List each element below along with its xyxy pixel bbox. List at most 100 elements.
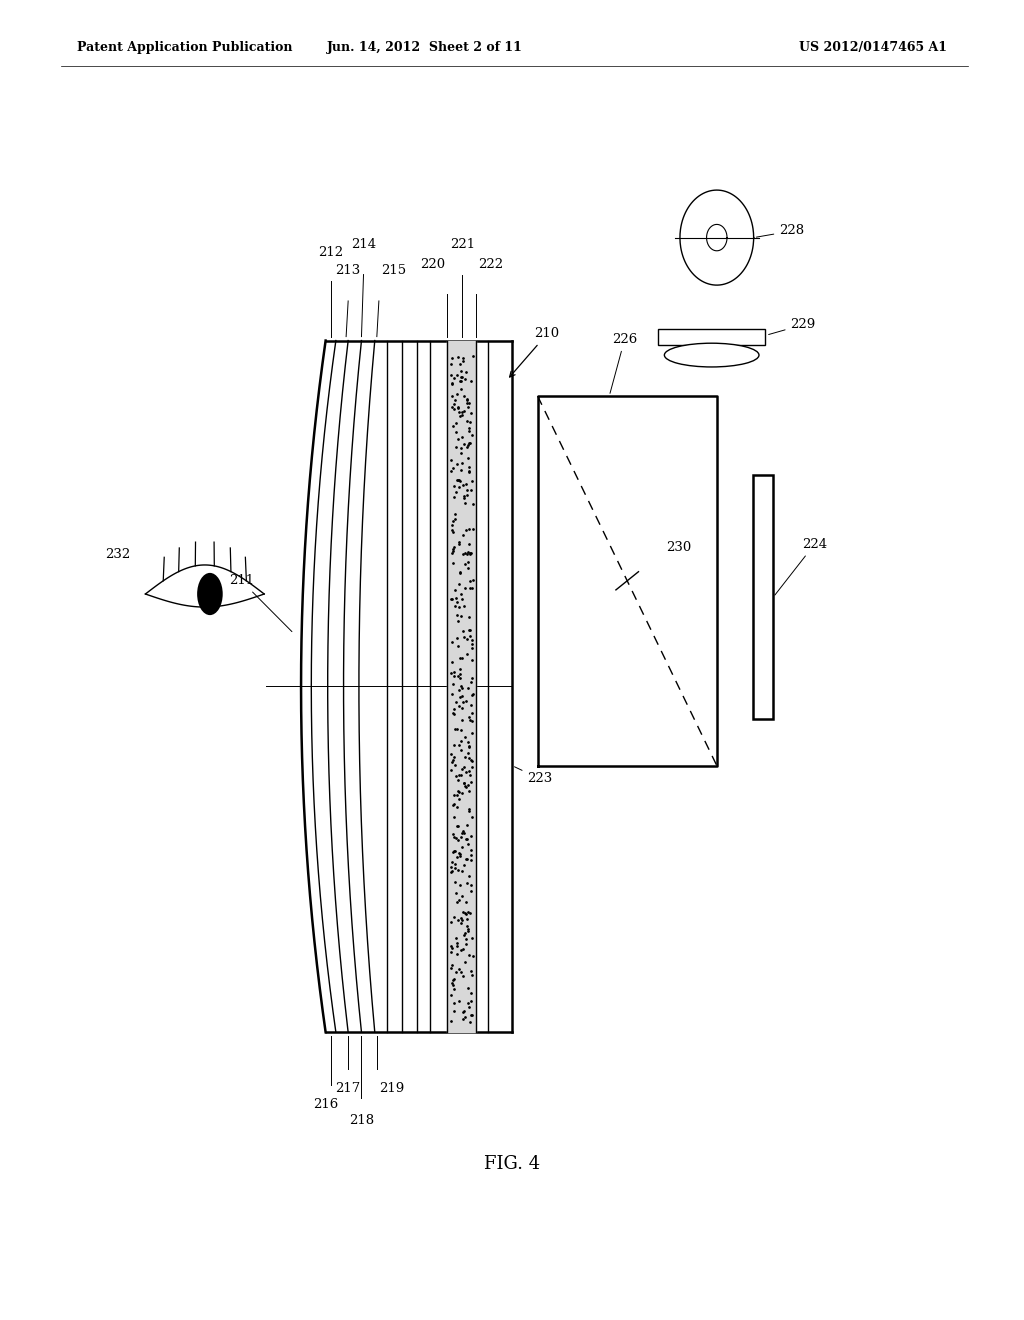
Text: Patent Application Publication: Patent Application Publication	[77, 41, 292, 54]
Point	[443, 543, 460, 564]
Point	[445, 978, 462, 999]
Point	[455, 966, 471, 987]
Point	[454, 453, 470, 474]
Point	[454, 677, 470, 698]
Point	[461, 800, 477, 821]
Point	[450, 397, 466, 418]
Point	[452, 845, 468, 866]
Point	[451, 991, 467, 1012]
Point	[463, 960, 479, 981]
Text: 224: 224	[775, 539, 827, 595]
Point	[462, 578, 478, 599]
Point	[462, 619, 478, 640]
Point	[449, 437, 465, 458]
Text: 215: 215	[381, 264, 407, 277]
Point	[462, 903, 478, 924]
Point	[453, 367, 469, 388]
Point	[447, 579, 464, 601]
Point	[458, 933, 474, 954]
Point	[461, 620, 477, 642]
Point	[452, 354, 468, 375]
Point	[459, 389, 475, 411]
Point	[446, 793, 463, 814]
Point	[455, 544, 471, 565]
Point	[456, 347, 472, 368]
Point	[464, 756, 480, 777]
Point	[455, 909, 471, 931]
Point	[461, 533, 477, 554]
Point	[461, 748, 477, 770]
Point	[462, 544, 478, 565]
Point	[463, 424, 479, 445]
Point	[445, 536, 462, 557]
Point	[451, 680, 467, 701]
Text: 214: 214	[351, 238, 376, 251]
Point	[444, 841, 461, 862]
Text: FIG. 4: FIG. 4	[484, 1155, 540, 1173]
Point	[463, 845, 479, 866]
Point	[449, 718, 465, 739]
Point	[446, 841, 463, 862]
Point	[460, 775, 476, 796]
Point	[458, 849, 474, 870]
Point	[464, 964, 480, 985]
Point	[456, 433, 472, 454]
Point	[453, 675, 469, 696]
Point	[457, 775, 473, 796]
Point	[445, 785, 462, 807]
Point	[457, 578, 473, 599]
Point	[463, 772, 479, 793]
Point	[463, 880, 479, 902]
Point	[460, 677, 476, 698]
Point	[454, 781, 470, 803]
Point	[459, 849, 475, 870]
Point	[447, 961, 464, 982]
Point	[450, 628, 466, 649]
Point	[459, 829, 475, 850]
Point	[460, 920, 476, 941]
Point	[464, 668, 480, 689]
Point	[456, 774, 472, 795]
Point	[464, 710, 480, 731]
Text: 212: 212	[318, 246, 343, 259]
Point	[462, 709, 478, 730]
Point	[450, 665, 466, 686]
Point	[454, 647, 470, 668]
Point	[463, 825, 479, 846]
Point	[460, 833, 476, 854]
Point	[458, 829, 474, 850]
Point	[443, 973, 460, 994]
Point	[443, 954, 460, 975]
Point	[452, 659, 468, 680]
Point	[445, 399, 462, 420]
Point	[453, 907, 469, 928]
Point	[444, 651, 461, 672]
Point	[451, 533, 467, 554]
Point	[457, 543, 473, 564]
Point	[454, 886, 470, 907]
Point	[462, 570, 478, 591]
Point	[460, 743, 476, 764]
Point	[464, 470, 480, 491]
Point	[458, 519, 474, 540]
Point	[460, 550, 476, 572]
Point	[450, 429, 466, 450]
Point	[460, 541, 476, 562]
Point	[455, 350, 471, 371]
Point	[444, 702, 461, 723]
Point	[451, 477, 467, 498]
Point	[449, 591, 465, 612]
Point	[457, 553, 473, 574]
Point	[447, 692, 464, 713]
Point	[455, 861, 471, 882]
Point	[443, 958, 460, 979]
Point	[453, 442, 469, 463]
Point	[455, 1002, 471, 1023]
Point	[459, 644, 475, 665]
Point	[447, 766, 464, 787]
Point	[446, 704, 463, 725]
Point	[445, 807, 462, 828]
Point	[460, 447, 476, 469]
Point	[455, 939, 471, 960]
Point	[453, 668, 469, 689]
